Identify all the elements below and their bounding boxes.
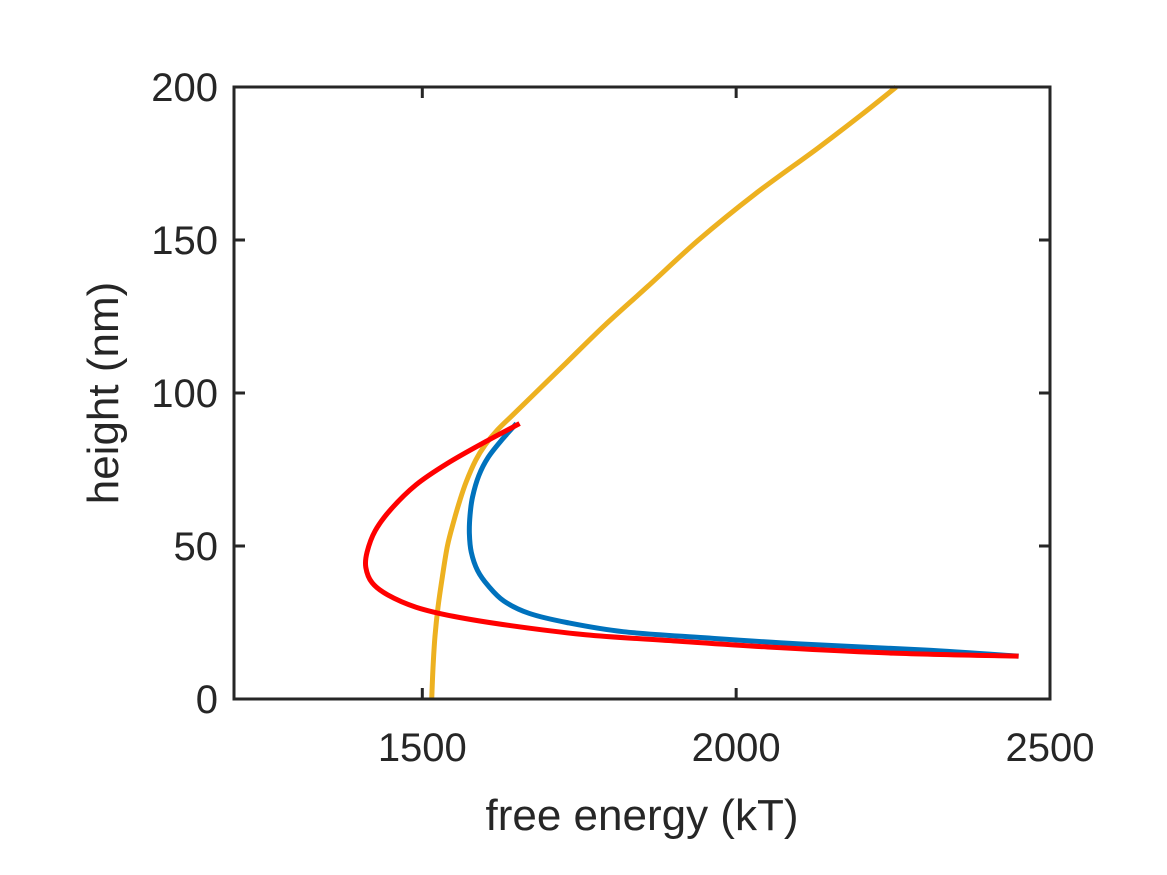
axes-box xyxy=(232,85,1052,701)
y-tick-label: 100 xyxy=(151,372,218,416)
y-tick-label: 200 xyxy=(151,66,218,110)
x-tick-label: 2500 xyxy=(1006,726,1095,770)
y-tick-label: 0 xyxy=(196,678,218,722)
series-layer xyxy=(362,85,1019,700)
series-line-0 xyxy=(429,85,898,700)
x-axis-label: free energy (kT) xyxy=(486,791,799,840)
y-tick-label: 150 xyxy=(151,219,218,263)
y-axis-label: height (nm) xyxy=(79,282,128,505)
y-tick-label: 50 xyxy=(174,525,219,569)
x-tick-label: 2000 xyxy=(692,726,781,770)
tick-layer: 1500 2000 2500 0 50 100 150 200 xyxy=(151,66,1094,770)
series-line-1 xyxy=(466,421,1019,659)
series-line-2 xyxy=(362,421,1019,659)
x-tick-label: 1500 xyxy=(378,726,467,770)
